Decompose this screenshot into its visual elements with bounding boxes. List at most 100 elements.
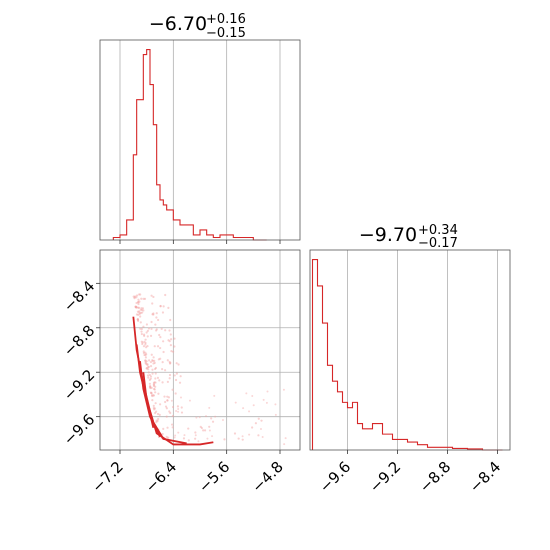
scatter-point <box>158 413 161 416</box>
scatter-point <box>170 399 173 402</box>
scatter-point <box>241 438 244 441</box>
scatter-point <box>158 379 161 382</box>
scatter-point <box>168 329 171 332</box>
scatter-point <box>159 346 162 350</box>
scatter-point <box>159 304 162 308</box>
scatter-point <box>154 377 157 380</box>
scatter-point <box>159 336 162 339</box>
scatter-point <box>144 351 147 354</box>
title-param2-minus: −0.17 <box>418 236 458 251</box>
scatter-point <box>172 350 175 353</box>
scatter-point <box>173 436 176 439</box>
scatter-point <box>151 372 154 375</box>
scatter-point <box>153 388 156 391</box>
scatter-point <box>137 298 140 301</box>
scatter-point <box>194 437 197 440</box>
scatter-point <box>144 362 147 365</box>
scatter-point <box>138 312 141 316</box>
scatter-point <box>173 374 176 377</box>
scatter-point <box>140 327 143 331</box>
scatter-point <box>150 386 153 389</box>
title-param1-main: −6.70 <box>149 13 207 35</box>
scatter-point <box>144 343 147 346</box>
scatter-point <box>138 293 141 296</box>
y-tick-label: −9.6 <box>60 410 98 448</box>
scatter-point <box>211 420 215 423</box>
scatter-point <box>135 294 139 297</box>
scatter-point <box>159 357 162 360</box>
scatter-point <box>206 437 209 440</box>
scatter-point <box>150 294 153 297</box>
scatter-point <box>135 313 139 316</box>
scatter-point <box>174 378 178 382</box>
scatter-point <box>182 437 186 440</box>
scatter-point <box>180 406 183 409</box>
scatter-point <box>174 392 177 395</box>
grid-joint <box>100 250 300 450</box>
scatter-point <box>138 306 141 309</box>
scatter-point <box>142 345 146 348</box>
scatter-point <box>164 400 167 404</box>
scatter-point <box>284 437 287 440</box>
scatter-point <box>159 403 162 406</box>
scatter-point <box>156 412 160 416</box>
scatter-point <box>251 426 254 429</box>
scatter-point <box>143 340 146 343</box>
scatter-point <box>149 377 152 380</box>
x-tick-label: −9.2 <box>366 458 404 496</box>
y-tick-label: −8.8 <box>60 321 98 359</box>
scatter-point <box>142 297 145 300</box>
scatter-point <box>160 327 163 331</box>
scatter-point <box>146 363 149 366</box>
scatter-point <box>175 409 178 412</box>
scatter-point <box>175 372 178 375</box>
scatter-point <box>148 373 151 377</box>
scatter-point <box>179 396 182 399</box>
scatter-point <box>153 367 157 371</box>
scatter-point <box>164 293 167 297</box>
scatter-point <box>194 434 197 437</box>
scatter-point <box>157 392 160 395</box>
scatter-point <box>157 417 160 421</box>
scatter-point <box>242 407 245 410</box>
scatter-point <box>179 375 182 378</box>
scatter-point <box>140 297 143 300</box>
scatter-point <box>147 376 150 379</box>
scatter-point <box>183 434 186 437</box>
scatter-point <box>210 417 213 420</box>
scatter-point <box>145 331 148 334</box>
scatter-point <box>165 415 168 418</box>
scatter-point <box>143 334 146 337</box>
scatter-point <box>154 372 157 375</box>
scatter-point <box>198 416 201 419</box>
scatter-point <box>171 405 175 409</box>
frame-marginal-2 <box>309 249 511 451</box>
scatter-point <box>259 427 262 430</box>
scatter-point <box>175 362 178 365</box>
scatter-point <box>237 437 240 440</box>
scatter-point <box>241 435 244 438</box>
scatter-point <box>149 391 153 394</box>
scatter-point <box>155 312 158 315</box>
scatter-point <box>139 315 142 318</box>
scatter-point <box>140 330 143 333</box>
scatter-point <box>152 295 155 299</box>
scatter-point <box>161 432 164 436</box>
y-tick-label: −9.2 <box>60 366 98 404</box>
x-tick-label: −5.6 <box>195 458 233 496</box>
scatter-point <box>187 439 190 442</box>
scatter-point <box>148 382 151 385</box>
scatter-point <box>248 410 251 413</box>
scatter-point <box>187 427 190 430</box>
scatter-point <box>261 435 264 438</box>
scatter-point <box>173 345 176 348</box>
scatter-point <box>195 416 198 419</box>
scatter-point <box>150 320 153 324</box>
scatter-point <box>149 384 152 388</box>
title-param1-plus: +0.16 <box>206 12 246 27</box>
scatter-point <box>234 401 237 404</box>
title-param1-minus: −0.15 <box>206 26 246 41</box>
scatter-point <box>140 332 143 336</box>
scatter-point <box>169 338 173 341</box>
